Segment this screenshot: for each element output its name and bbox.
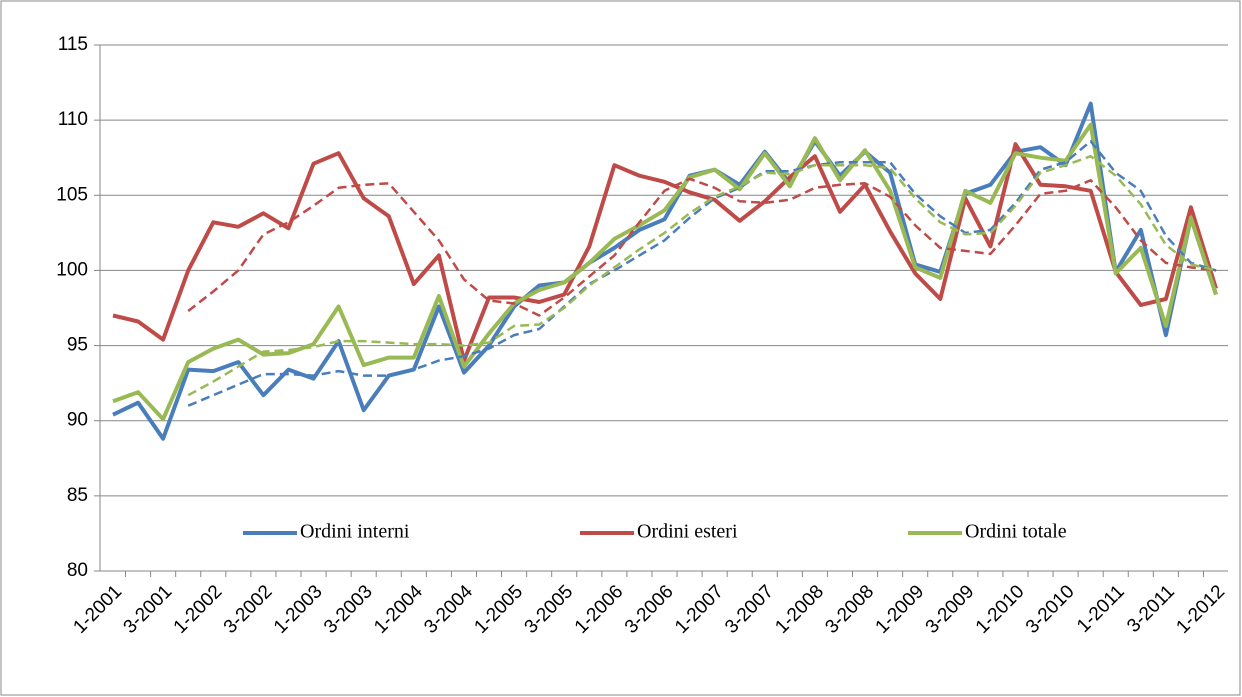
line xyxy=(112,142,1218,363)
y-tick-label: 85 xyxy=(67,485,88,506)
line xyxy=(112,101,1218,441)
legend-label: Ordini totale xyxy=(965,521,1067,543)
trend-line xyxy=(187,177,1217,317)
legend-label: Ordini interni xyxy=(300,521,410,543)
trend-line xyxy=(187,139,1217,407)
y-tick-label: 100 xyxy=(56,259,88,280)
y-tick-label: 95 xyxy=(67,335,88,356)
y-tick-label: 90 xyxy=(67,410,88,431)
legend-label: Ordini esteri xyxy=(637,521,738,543)
trend-line xyxy=(187,154,1217,397)
y-tick-label: 105 xyxy=(56,184,88,205)
y-tick-label: 80 xyxy=(67,560,88,581)
y-tick-label: 115 xyxy=(58,34,88,55)
y-tick-label: 110 xyxy=(58,109,88,130)
